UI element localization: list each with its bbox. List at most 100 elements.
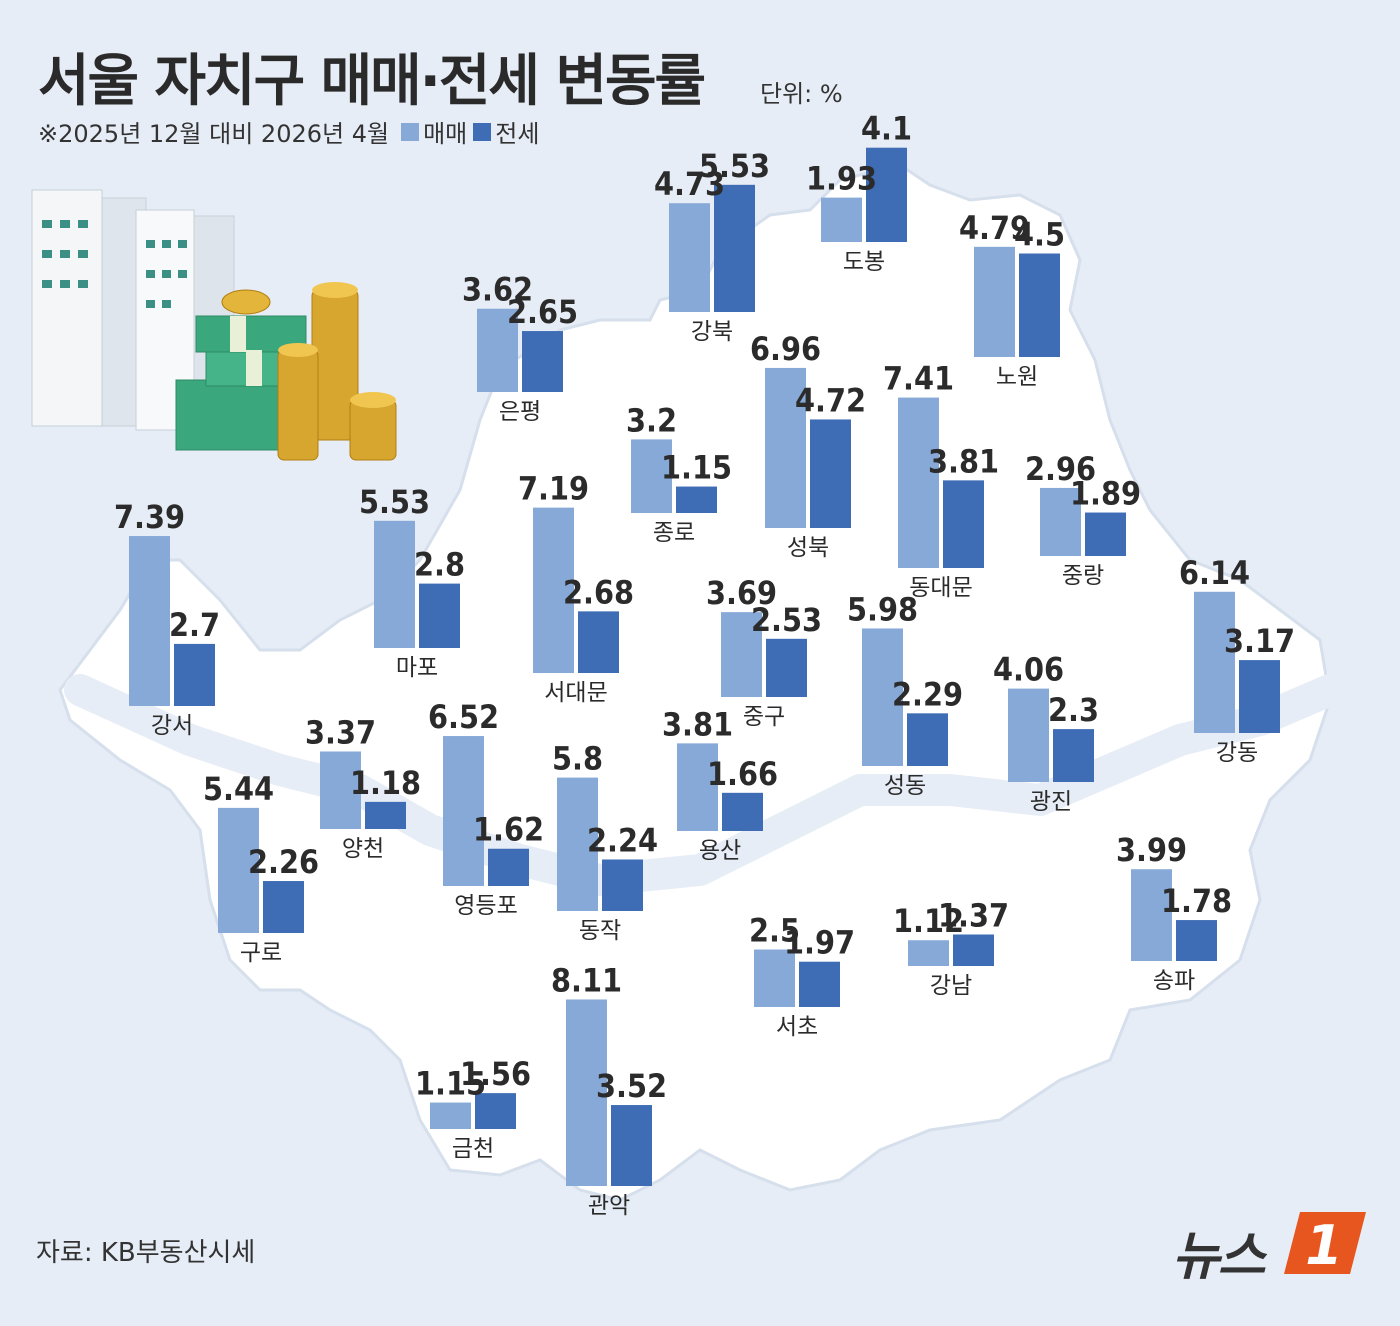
jeonse-value-label: 1.97 bbox=[784, 924, 855, 962]
district-name-label: 금천 bbox=[452, 1136, 494, 1162]
district-name-label: 중구 bbox=[743, 704, 785, 730]
jeonse-value-label: 1.89 bbox=[1070, 475, 1141, 513]
jeonse-value-label: 1.62 bbox=[473, 811, 544, 849]
district-group: 1.121.37 강남 bbox=[893, 896, 1009, 999]
sale-bar bbox=[218, 807, 259, 933]
district-group: 2.51.97 서초 bbox=[749, 912, 855, 1041]
district-name-label: 강동 bbox=[1216, 740, 1258, 766]
jeonse-value-label: 4.5 bbox=[1014, 216, 1065, 254]
district-group: 3.99 1.78 송파 bbox=[1116, 831, 1232, 994]
jeonse-value-label: 5.53 bbox=[699, 147, 770, 185]
logo-mark: 1 bbox=[1284, 1212, 1366, 1277]
district-group: 5.44 2.26 구로 bbox=[203, 770, 319, 966]
district-group: 2.961.89 중랑 bbox=[1025, 450, 1141, 589]
legend-jeonse: 전세 bbox=[473, 114, 539, 149]
jeonse-bar bbox=[1239, 660, 1280, 733]
sale-bar bbox=[821, 197, 862, 242]
district-group: 3.692.53 중구 bbox=[706, 574, 822, 730]
jeonse-bar bbox=[1085, 512, 1126, 556]
district-name-label: 중랑 bbox=[1062, 563, 1104, 589]
sale-bar bbox=[631, 439, 672, 513]
district-name-label: 동대문 bbox=[909, 575, 972, 601]
sale-value-label: 1.15 bbox=[415, 1065, 486, 1103]
jeonse-bar bbox=[953, 934, 994, 966]
sale-bar bbox=[669, 203, 710, 312]
jeonse-value-label: 2.8 bbox=[414, 546, 465, 584]
jeonse-bar bbox=[766, 638, 807, 697]
sale-value-label: 3.62 bbox=[462, 271, 533, 309]
jeonse-value-label: 3.81 bbox=[928, 442, 999, 480]
jeonse-bar bbox=[365, 801, 406, 829]
district-name-label: 종로 bbox=[653, 520, 695, 546]
jeonse-bar bbox=[866, 147, 907, 242]
district-name-label: 송파 bbox=[1153, 968, 1195, 994]
jeonse-value-label: 3.17 bbox=[1224, 622, 1295, 660]
sale-value-label: 3.37 bbox=[305, 713, 376, 751]
legend-jeonse-swatch bbox=[473, 122, 492, 141]
sale-bar bbox=[1194, 591, 1235, 733]
district-name-label: 양천 bbox=[342, 836, 384, 862]
jeonse-value-label: 1.37 bbox=[938, 896, 1009, 934]
sale-value-label: 5.98 bbox=[847, 590, 918, 628]
district-name-label: 영등포 bbox=[454, 893, 517, 919]
sale-bar bbox=[1131, 869, 1172, 961]
buildings-and-coins-illustration bbox=[31, 189, 397, 461]
period-note: ※2025년 12월 대비 2026년 4월 bbox=[38, 120, 390, 148]
district-group: 3.622.65 은평 bbox=[462, 271, 578, 425]
sale-bar bbox=[566, 999, 607, 1186]
jeonse-value-label: 2.26 bbox=[248, 843, 319, 881]
district-group: 3.2 1.15 종로 bbox=[626, 401, 732, 546]
district-name-label: 서초 bbox=[776, 1014, 818, 1040]
sale-value-label: 1.12 bbox=[893, 902, 964, 940]
sale-bar bbox=[908, 940, 949, 966]
logo-mark-text: 1 bbox=[1305, 1214, 1343, 1277]
jeonse-value-label: 1.78 bbox=[1161, 882, 1232, 920]
sale-bar bbox=[374, 520, 415, 648]
district-group: 7.19 2.68 서대문 bbox=[518, 470, 634, 706]
district-name-label: 강북 bbox=[691, 319, 733, 345]
district-group: 5.53 2.8 마포 bbox=[359, 483, 465, 681]
sale-value-label: 4.79 bbox=[959, 209, 1030, 247]
jeonse-value-label: 4.72 bbox=[795, 381, 866, 419]
jeonse-bar bbox=[522, 331, 563, 392]
jeonse-value-label: 2.24 bbox=[587, 821, 658, 859]
sale-bar bbox=[557, 777, 598, 911]
sale-value-label: 5.8 bbox=[552, 740, 603, 778]
district-name-label: 노원 bbox=[996, 364, 1038, 390]
jeonse-bar bbox=[714, 184, 755, 312]
district-group: 4.735.53 강북 bbox=[654, 147, 770, 345]
district-name-label: 강서 bbox=[151, 713, 193, 739]
jeonse-value-label: 2.68 bbox=[563, 573, 634, 611]
legend-sale: 매매 bbox=[401, 114, 467, 149]
sale-bar bbox=[974, 246, 1015, 357]
sale-value-label: 8.11 bbox=[551, 961, 622, 999]
jeonse-value-label: 1.15 bbox=[661, 449, 732, 487]
district-name-label: 광진 bbox=[1030, 789, 1072, 815]
coin-stacks bbox=[221, 282, 397, 461]
sale-value-label: 4.73 bbox=[654, 165, 725, 203]
building-windows bbox=[42, 220, 187, 308]
district-group: 3.37 1.18 양천 bbox=[305, 713, 421, 862]
jeonse-value-label: 1.66 bbox=[707, 755, 778, 793]
district-name-label: 은평 bbox=[499, 399, 541, 425]
jeonse-bar bbox=[174, 643, 215, 706]
district-group: 1.151.56 금천 bbox=[415, 1055, 531, 1162]
sale-value-label: 6.14 bbox=[1179, 554, 1250, 592]
sale-bar bbox=[1040, 487, 1081, 556]
district-name-label: 관악 bbox=[588, 1193, 630, 1219]
jeonse-bar bbox=[1176, 920, 1217, 961]
sale-bar bbox=[1008, 688, 1049, 782]
jeonse-bar bbox=[1019, 253, 1060, 357]
sale-value-label: 5.53 bbox=[359, 483, 430, 521]
sale-value-label: 3.99 bbox=[1116, 831, 1187, 869]
jeonse-bar bbox=[263, 881, 304, 933]
jeonse-bar bbox=[1053, 729, 1094, 782]
legend-sale-swatch bbox=[401, 122, 420, 141]
district-group: 5.8 2.24 동작 bbox=[552, 740, 658, 944]
jeonse-bar bbox=[488, 848, 529, 886]
jeonse-bar bbox=[810, 419, 851, 528]
sale-value-label: 2.5 bbox=[749, 912, 800, 950]
sale-value-label: 7.41 bbox=[883, 360, 954, 398]
sale-value-label: 5.44 bbox=[203, 770, 274, 808]
sale-value-label: 4.06 bbox=[993, 651, 1064, 689]
